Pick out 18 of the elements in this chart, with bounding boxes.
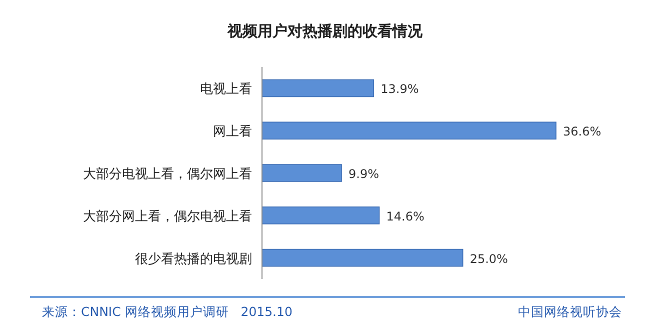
data-label: 13.9% <box>380 82 419 96</box>
text: 中国网络视听协会 <box>518 304 622 319</box>
chart-title: 视频用户对热播剧的收看情况 <box>226 22 424 40</box>
bar <box>262 164 342 182</box>
bar <box>262 122 556 140</box>
bar <box>262 206 380 224</box>
y-tick-label: 大部分网上看，偶尔电视上看 <box>83 209 252 224</box>
data-label: 14.6% <box>386 209 424 224</box>
data-label: 25.0% <box>470 252 508 266</box>
source-note: 来源：CNNIC 网络视频用户调研 2015.10 <box>42 304 292 319</box>
data-label: 9.9% <box>348 167 380 181</box>
y-tick-label: 网上看 <box>213 124 252 140</box>
y-tick-label: 电视上看 <box>200 82 252 98</box>
bar <box>262 248 464 267</box>
y-tick-label: 很少看热播的电视剧 <box>135 252 252 267</box>
bar <box>262 79 374 98</box>
y-tick-label: 大部分电视上看，偶尔网上看 <box>83 167 252 182</box>
data-label: 36.6% <box>563 124 602 139</box>
